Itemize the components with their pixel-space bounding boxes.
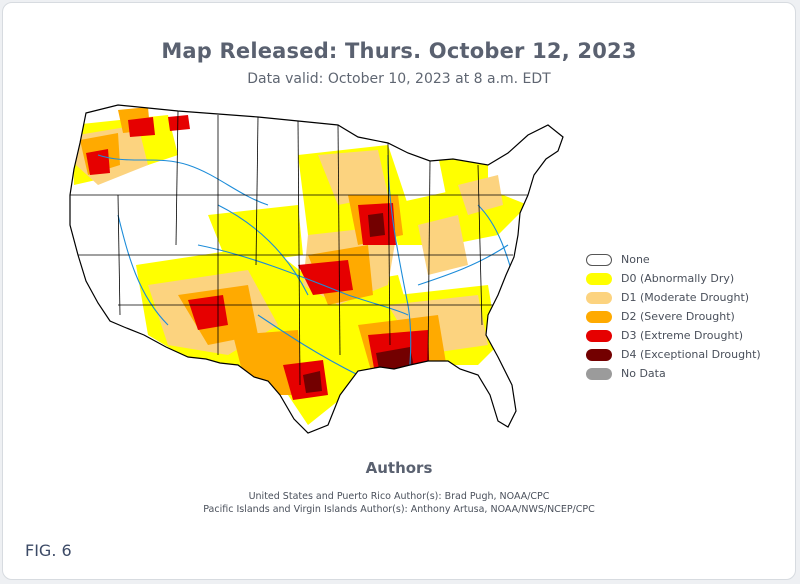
legend-swatch <box>586 253 612 266</box>
legend-swatch <box>586 272 612 285</box>
us-outline <box>69 104 564 434</box>
legend-item-d0: D0 (Abnormally Dry) <box>586 269 761 288</box>
figure-label: FIG. 6 <box>25 541 72 560</box>
state-borders <box>70 110 528 386</box>
legend-item-d4: D4 (Exceptional Drought) <box>586 345 761 364</box>
map-legend: None D0 (Abnormally Dry) D1 (Moderate Dr… <box>586 250 761 383</box>
legend-label: None <box>621 253 650 266</box>
legend-label: D0 (Abnormally Dry) <box>621 272 735 285</box>
authors-line-pacific: Pacific Islands and Virgin Islands Autho… <box>203 504 595 515</box>
legend-item-d1: D1 (Moderate Drought) <box>586 288 761 307</box>
legend-item-d3: D3 (Extreme Drought) <box>586 326 761 345</box>
legend-item-d2: D2 (Severe Drought) <box>586 307 761 326</box>
authors-line-us: United States and Puerto Rico Author(s):… <box>248 491 550 502</box>
authors-heading: Authors <box>365 459 433 477</box>
legend-swatch <box>586 348 612 361</box>
legend-item-no-data: No Data <box>586 364 761 383</box>
map-title: Map Released: Thurs. October 12, 2023 <box>161 39 637 63</box>
map-subtitle: Data valid: October 10, 2023 at 8 a.m. E… <box>247 71 551 87</box>
legend-label: D1 (Moderate Drought) <box>621 291 750 304</box>
legend-label: No Data <box>621 367 666 380</box>
legend-swatch <box>586 291 612 304</box>
legend-item-none: None <box>586 250 761 269</box>
legend-label: D3 (Extreme Drought) <box>621 329 744 342</box>
legend-swatch <box>586 310 612 323</box>
legend-swatch <box>586 367 612 380</box>
drought-map <box>69 104 564 434</box>
legend-swatch <box>586 329 612 342</box>
legend-label: D4 (Exceptional Drought) <box>621 348 761 361</box>
legend-label: D2 (Severe Drought) <box>621 310 735 323</box>
